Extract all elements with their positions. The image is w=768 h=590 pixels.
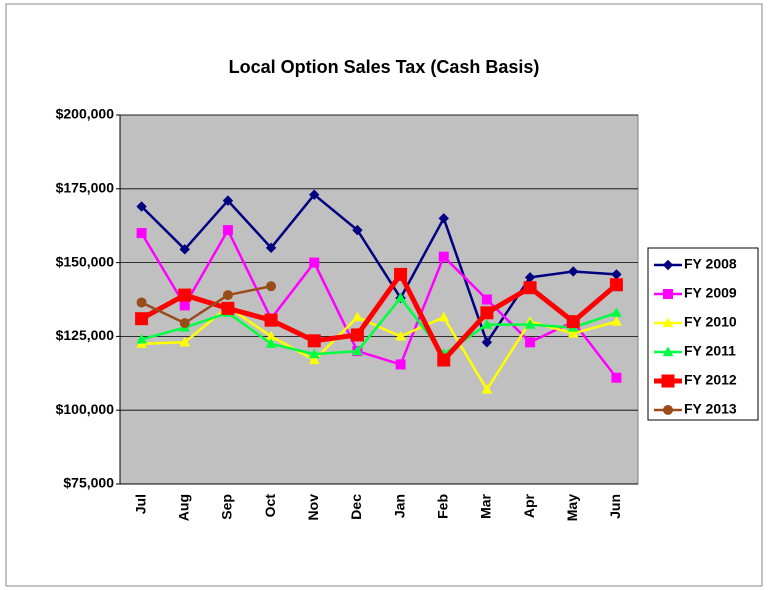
- marker: [222, 195, 234, 206]
- marker: [309, 189, 320, 200]
- legend-marker: [662, 317, 674, 328]
- x-tick-label: Sep: [219, 494, 235, 520]
- y-tick-label: $150,000: [56, 253, 115, 269]
- legend-label: FY 2009: [684, 285, 737, 301]
- legend-marker: [663, 289, 673, 299]
- x-tick-label: Mar: [478, 493, 494, 518]
- x-tick-label: Aug: [175, 494, 191, 521]
- legend-marker: [663, 405, 673, 415]
- marker: [438, 213, 449, 224]
- x-tick-label: Nov: [305, 494, 321, 521]
- marker: [179, 300, 190, 311]
- legend-label: FY 2011: [684, 343, 736, 359]
- marker: [136, 201, 147, 212]
- marker: [525, 337, 536, 348]
- marker: [264, 313, 278, 327]
- marker: [135, 312, 149, 326]
- marker: [136, 297, 147, 308]
- marker: [352, 224, 363, 236]
- marker: [266, 281, 277, 292]
- y-tick-label: $100,000: [56, 401, 115, 417]
- y-tick-label: $200,000: [56, 106, 115, 122]
- x-tick-label: Oct: [262, 494, 278, 518]
- chart-title: Local Option Sales Tax (Cash Basis): [229, 57, 540, 77]
- series-line: [140, 271, 619, 363]
- marker: [566, 315, 580, 329]
- marker: [481, 337, 493, 348]
- legend-label: FY 2013: [684, 401, 737, 417]
- x-tick-label: Jun: [607, 494, 623, 519]
- marker: [437, 353, 451, 367]
- x-tick-label: Dec: [348, 494, 364, 520]
- marker: [178, 288, 192, 302]
- marker: [307, 334, 321, 348]
- marker: [524, 319, 536, 329]
- marker: [221, 301, 235, 315]
- marker: [395, 330, 406, 341]
- marker: [308, 354, 320, 365]
- marker: [222, 290, 233, 301]
- marker: [480, 306, 494, 320]
- marker: [352, 345, 363, 356]
- marker: [179, 336, 191, 347]
- marker: [222, 225, 233, 236]
- marker: [136, 228, 147, 239]
- x-tick-label: Feb: [434, 494, 450, 519]
- series-line: [141, 305, 617, 391]
- series-line: [140, 193, 617, 344]
- legend-marker: [662, 259, 674, 271]
- marker: [352, 311, 363, 322]
- x-tick-label: Jan: [391, 494, 407, 518]
- marker: [611, 307, 622, 317]
- marker: [350, 328, 364, 342]
- marker: [568, 266, 579, 277]
- y-tick-label: $175,000: [56, 180, 115, 196]
- legend-label: FY 2010: [684, 314, 737, 330]
- x-tick-label: Apr: [521, 493, 537, 518]
- legend-marker: [661, 374, 675, 388]
- marker: [394, 267, 408, 281]
- marker: [481, 294, 492, 305]
- marker: [395, 292, 406, 303]
- marker: [265, 338, 277, 348]
- marker: [609, 278, 623, 292]
- x-tick-label: May: [564, 494, 580, 521]
- marker: [481, 319, 493, 329]
- series-line: [140, 228, 618, 379]
- marker: [265, 242, 277, 254]
- y-tick-label: $75,000: [63, 475, 114, 491]
- marker: [611, 316, 622, 326]
- marker: [136, 333, 147, 344]
- legend-marker: [662, 346, 674, 357]
- marker: [179, 244, 190, 255]
- marker: [308, 348, 320, 359]
- marker: [179, 318, 190, 329]
- marker: [481, 384, 493, 394]
- y-tick-label: $125,000: [56, 327, 115, 343]
- legend: [647, 247, 759, 421]
- marker: [438, 311, 450, 322]
- x-tick-label: Jul: [132, 494, 148, 514]
- marker: [567, 327, 579, 338]
- marker: [611, 372, 622, 383]
- series-line: [141, 296, 617, 356]
- legend-label: FY 2008: [684, 256, 737, 272]
- legend-label: FY 2012: [684, 372, 737, 388]
- series-line: [141, 284, 272, 325]
- marker: [309, 257, 320, 268]
- marker: [438, 251, 449, 262]
- marker: [523, 281, 537, 295]
- marker: [395, 359, 406, 370]
